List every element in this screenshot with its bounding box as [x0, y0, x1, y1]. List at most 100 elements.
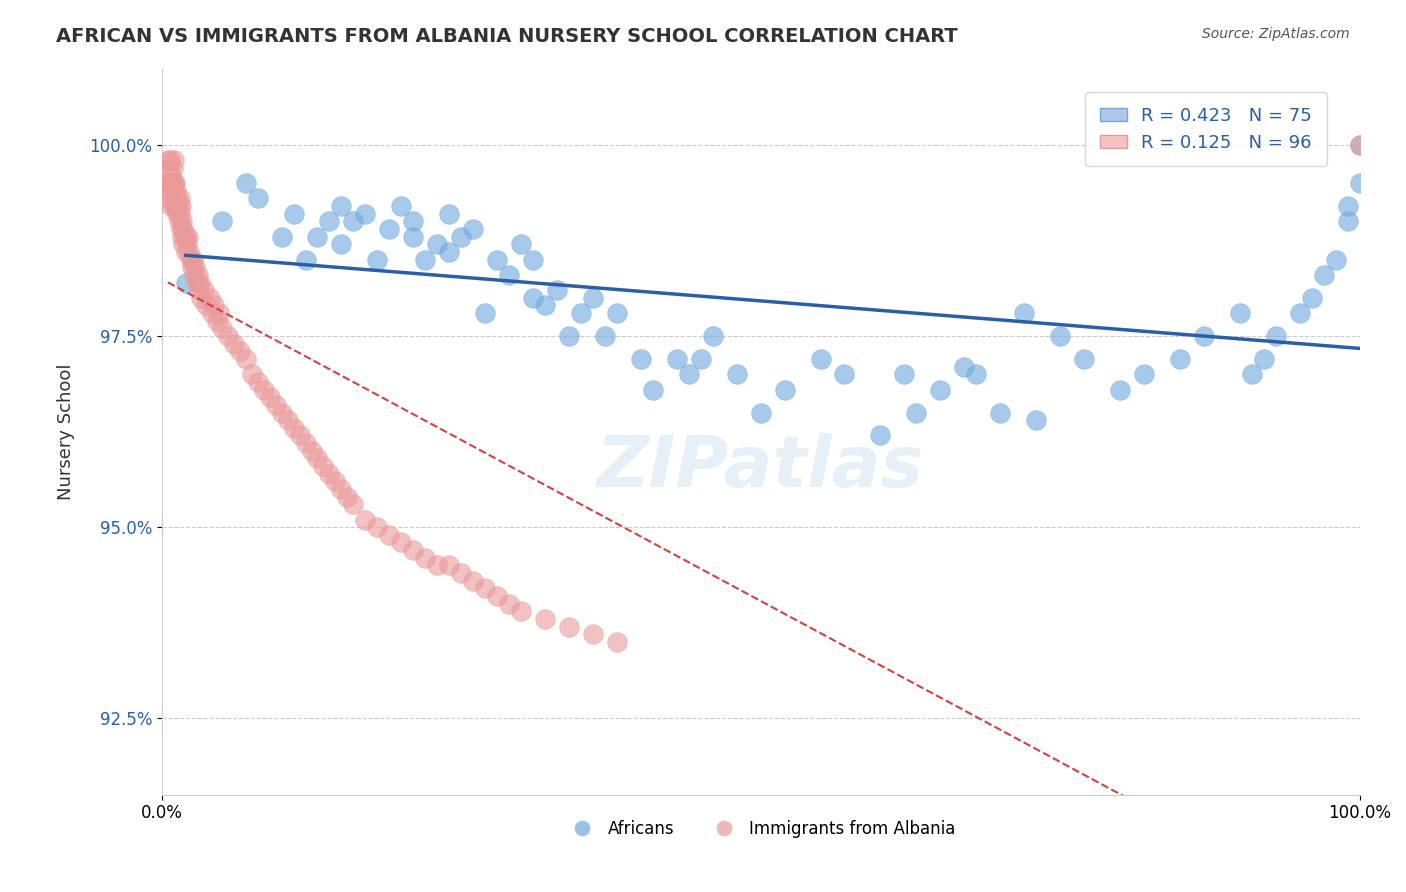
Point: [606, 635, 628, 649]
Point: [510, 237, 533, 252]
Point: [834, 368, 856, 382]
Point: [869, 428, 891, 442]
Point: [413, 550, 436, 565]
Point: [183, 268, 205, 282]
Text: ZIPatlas: ZIPatlas: [598, 434, 924, 502]
Point: [307, 451, 329, 466]
Point: [749, 405, 772, 419]
Point: [159, 153, 181, 168]
Point: [186, 276, 208, 290]
Point: [1240, 368, 1263, 382]
Point: [163, 176, 186, 190]
Point: [174, 276, 197, 290]
Point: [172, 214, 194, 228]
Point: [988, 405, 1011, 419]
Point: [330, 199, 353, 213]
Point: [165, 199, 187, 213]
Point: [170, 199, 193, 213]
Point: [439, 207, 461, 221]
Point: [330, 237, 353, 252]
Point: [246, 191, 269, 205]
Point: [259, 390, 281, 404]
Point: [366, 520, 388, 534]
Point: [307, 229, 329, 244]
Point: [810, 351, 832, 366]
Point: [439, 558, 461, 573]
Y-axis label: Nursery School: Nursery School: [58, 363, 75, 500]
Point: [929, 383, 952, 397]
Point: [342, 214, 364, 228]
Point: [450, 566, 472, 580]
Point: [1229, 306, 1251, 320]
Point: [1025, 413, 1047, 427]
Point: [486, 589, 509, 603]
Point: [665, 351, 688, 366]
Point: [402, 214, 425, 228]
Point: [172, 222, 194, 236]
Point: [474, 306, 496, 320]
Point: [294, 436, 316, 450]
Legend: Africans, Immigrants from Albania: Africans, Immigrants from Albania: [560, 814, 962, 845]
Point: [1168, 351, 1191, 366]
Point: [426, 558, 449, 573]
Point: [1192, 329, 1215, 343]
Point: [198, 291, 221, 305]
Point: [195, 298, 218, 312]
Point: [211, 321, 233, 335]
Point: [1288, 306, 1310, 320]
Point: [641, 383, 664, 397]
Point: [170, 222, 193, 236]
Point: [301, 443, 323, 458]
Point: [534, 612, 557, 626]
Point: [463, 222, 485, 236]
Point: [174, 229, 197, 244]
Point: [157, 184, 180, 198]
Point: [211, 214, 233, 228]
Point: [240, 368, 263, 382]
Point: [389, 535, 412, 549]
Point: [325, 475, 347, 489]
Point: [201, 306, 224, 320]
Point: [534, 298, 557, 312]
Point: [318, 214, 340, 228]
Point: [270, 229, 292, 244]
Point: [1301, 291, 1323, 305]
Text: Source: ZipAtlas.com: Source: ZipAtlas.com: [1202, 27, 1350, 41]
Point: [318, 467, 340, 481]
Point: [450, 229, 472, 244]
Point: [235, 351, 257, 366]
Point: [187, 283, 209, 297]
Point: [546, 283, 568, 297]
Point: [582, 627, 605, 641]
Point: [1133, 368, 1156, 382]
Point: [582, 291, 605, 305]
Point: [1348, 138, 1371, 153]
Point: [1324, 252, 1347, 267]
Point: [167, 214, 190, 228]
Point: [558, 329, 581, 343]
Point: [522, 291, 544, 305]
Point: [288, 428, 311, 442]
Point: [378, 528, 401, 542]
Point: [522, 252, 544, 267]
Point: [463, 574, 485, 588]
Point: [252, 383, 274, 397]
Point: [558, 619, 581, 633]
Point: [336, 490, 359, 504]
Point: [1073, 351, 1095, 366]
Point: [177, 229, 200, 244]
Point: [160, 184, 183, 198]
Point: [510, 604, 533, 618]
Point: [172, 229, 194, 244]
Point: [173, 229, 195, 244]
Point: [156, 176, 179, 190]
Point: [1012, 306, 1035, 320]
Point: [486, 252, 509, 267]
Point: [1336, 199, 1358, 213]
Point: [330, 482, 353, 496]
Point: [773, 383, 796, 397]
Point: [157, 161, 180, 175]
Point: [342, 497, 364, 511]
Point: [264, 398, 287, 412]
Point: [1253, 351, 1275, 366]
